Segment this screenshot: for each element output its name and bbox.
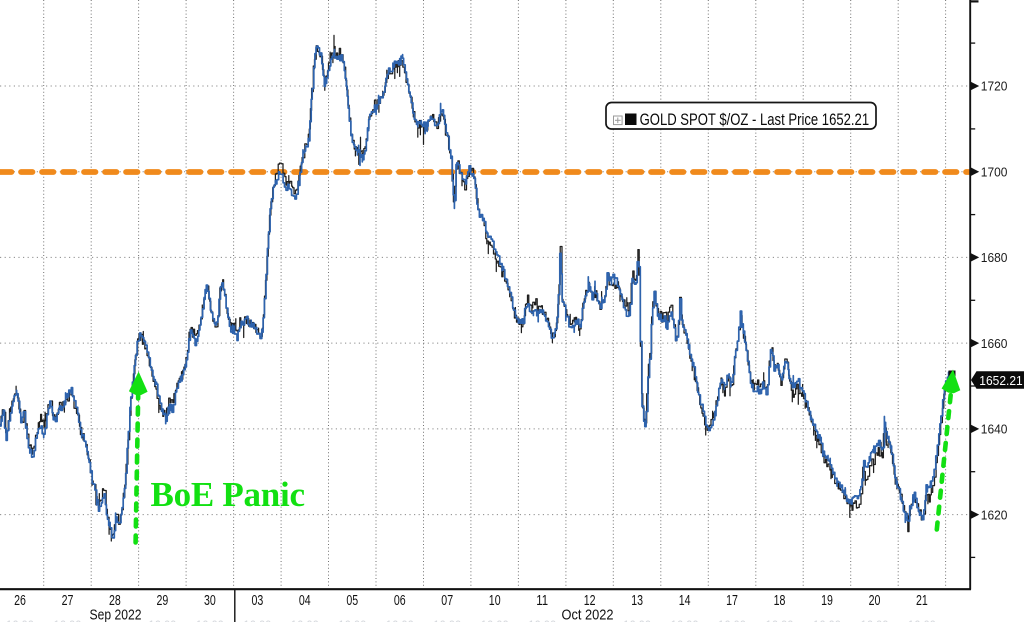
svg-text:1700: 1700 <box>981 164 1008 179</box>
svg-text:16:00: 16:00 <box>623 618 651 622</box>
svg-text:26: 26 <box>14 593 26 609</box>
svg-text:16:00: 16:00 <box>813 618 841 622</box>
svg-text:16:00: 16:00 <box>861 618 889 622</box>
svg-text:16:00: 16:00 <box>766 618 794 622</box>
svg-text:29: 29 <box>157 593 169 609</box>
svg-text:17: 17 <box>726 593 738 609</box>
svg-text:16:00: 16:00 <box>243 618 271 622</box>
svg-text:GOLD SPOT $/OZ - Last Price 16: GOLD SPOT $/OZ - Last Price 1652.21 <box>640 110 870 129</box>
svg-text:21: 21 <box>916 593 928 609</box>
svg-text:04: 04 <box>299 593 311 609</box>
svg-text:27: 27 <box>62 593 74 609</box>
svg-text:1720: 1720 <box>981 79 1008 94</box>
svg-text:07: 07 <box>441 593 453 609</box>
svg-text:16:00: 16:00 <box>338 618 366 622</box>
svg-text:16:00: 16:00 <box>528 618 556 622</box>
svg-text:16:00: 16:00 <box>6 618 34 622</box>
svg-text:18: 18 <box>774 593 786 609</box>
svg-text:16:00: 16:00 <box>718 618 746 622</box>
svg-text:1660: 1660 <box>981 336 1008 351</box>
svg-text:11: 11 <box>536 593 548 609</box>
svg-text:Oct 2022: Oct 2022 <box>562 608 614 622</box>
svg-text:20: 20 <box>869 593 881 609</box>
svg-text:05: 05 <box>346 593 358 609</box>
svg-text:13: 13 <box>631 593 643 609</box>
svg-text:1680: 1680 <box>981 250 1008 265</box>
svg-text:1620: 1620 <box>981 507 1008 522</box>
svg-text:16:00: 16:00 <box>196 618 224 622</box>
svg-text:16:00: 16:00 <box>481 618 509 622</box>
svg-text:19: 19 <box>821 593 833 609</box>
svg-text:1652.21: 1652.21 <box>979 373 1022 388</box>
svg-text:03: 03 <box>252 593 264 609</box>
svg-text:28: 28 <box>109 593 121 609</box>
svg-text:06: 06 <box>394 593 406 609</box>
svg-text:14: 14 <box>679 593 691 609</box>
svg-text:30: 30 <box>204 593 216 609</box>
svg-text:16:00: 16:00 <box>908 618 936 622</box>
svg-text:16:00: 16:00 <box>671 618 699 622</box>
svg-text:10: 10 <box>489 593 501 609</box>
svg-text:1640: 1640 <box>981 422 1008 437</box>
svg-text:16:00: 16:00 <box>386 618 414 622</box>
svg-text:16:00: 16:00 <box>148 618 176 622</box>
svg-text:BoE Panic: BoE Panic <box>151 475 306 514</box>
svg-text:Sep 2022: Sep 2022 <box>90 608 142 622</box>
svg-text:16:00: 16:00 <box>291 618 319 622</box>
svg-text:12: 12 <box>584 593 596 609</box>
svg-text:16:00: 16:00 <box>54 618 82 622</box>
svg-text:16:00: 16:00 <box>433 618 461 622</box>
